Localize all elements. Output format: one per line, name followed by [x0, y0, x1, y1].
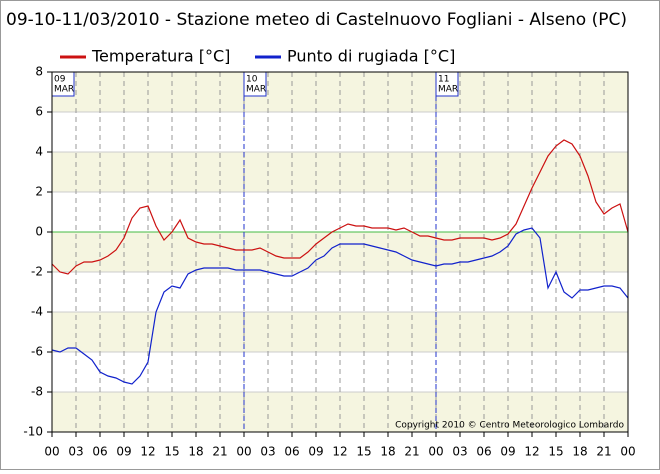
y-tick-label: -4 [31, 305, 43, 319]
day-month: MAR [54, 85, 74, 95]
day-label: 11 [438, 75, 449, 85]
x-tick-label: 00 [44, 445, 59, 459]
day-label: 09 [54, 75, 66, 85]
x-tick-label: 09 [116, 445, 131, 459]
x-tick-label: 18 [380, 445, 395, 459]
x-tick-label: 09 [308, 445, 323, 459]
x-tick-label: 03 [452, 445, 467, 459]
x-tick-label: 12 [524, 445, 539, 459]
y-tick-label: 8 [35, 65, 43, 79]
day-month: MAR [438, 85, 458, 95]
x-tick-label: 00 [620, 445, 635, 459]
y-tick-label: 0 [35, 225, 43, 239]
y-tick-label: 6 [35, 105, 43, 119]
y-tick-label: -6 [31, 345, 43, 359]
y-tick-label: 4 [35, 145, 43, 159]
series-line [51, 139, 629, 275]
legend-label: Temperatura [°C] [91, 47, 230, 66]
x-tick-label: 03 [260, 445, 275, 459]
x-tick-label: 12 [140, 445, 155, 459]
x-tick-label: 06 [476, 445, 491, 459]
legend-label: Punto di rugiada [°C] [287, 47, 455, 66]
x-tick-label: 06 [92, 445, 107, 459]
copyright: Copyright 2010 © Centro Meteorologico Lo… [395, 421, 624, 431]
x-tick-label: 03 [68, 445, 83, 459]
y-tick-label: 2 [35, 185, 43, 199]
x-tick-label: 15 [164, 445, 179, 459]
x-tick-label: 21 [596, 445, 611, 459]
day-label: 10 [246, 75, 258, 85]
x-tick-label: 21 [212, 445, 227, 459]
x-tick-label: 18 [572, 445, 587, 459]
x-tick-label: 18 [188, 445, 203, 459]
x-tick-label: 06 [284, 445, 299, 459]
x-tick-label: 15 [356, 445, 371, 459]
y-tick-label: -10 [23, 425, 43, 439]
x-tick-label: 09 [500, 445, 515, 459]
y-tick-label: -2 [31, 265, 43, 279]
y-tick-label: -8 [31, 385, 43, 399]
x-tick-label: 12 [332, 445, 347, 459]
x-tick-label: 15 [548, 445, 563, 459]
day-month: MAR [246, 85, 266, 95]
plot-border [51, 71, 629, 433]
x-tick-label: 00 [236, 445, 251, 459]
series-line [51, 227, 629, 385]
x-tick-label: 00 [428, 445, 443, 459]
x-tick-label: 21 [404, 445, 419, 459]
chart-title: 09-10-11/03/2010 - Stazione meteo di Cas… [6, 10, 627, 30]
